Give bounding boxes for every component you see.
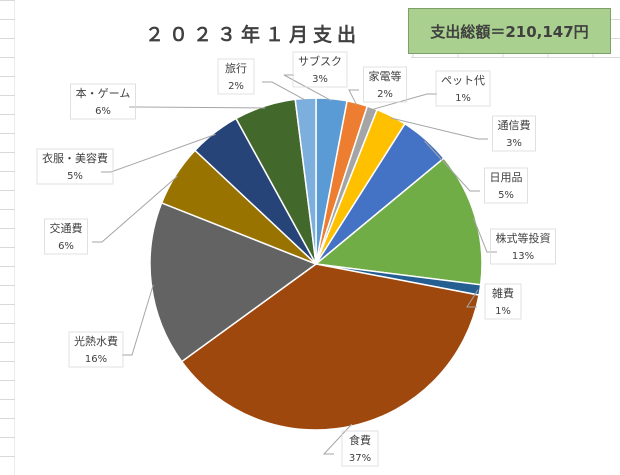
total-expense-box[interactable]: 支出総額＝210,147円 <box>408 8 611 54</box>
data-label-box <box>490 228 556 265</box>
data-label-category: 衣服・美容費 <box>42 151 108 165</box>
data-label-box <box>492 115 536 152</box>
leader-line-7 <box>322 423 353 455</box>
leader-line-1 <box>348 89 359 106</box>
data-label-9: 交通費 6% <box>44 218 88 255</box>
data-label-percent: 3% <box>312 74 328 85</box>
data-label-box <box>363 66 407 103</box>
data-label-1: 家電等 2% <box>363 66 407 103</box>
leader-lines <box>92 74 497 455</box>
data-label-percent: 1% <box>495 306 511 317</box>
data-label-12: 旅行 2% <box>217 58 255 95</box>
pie-slice-8[interactable] <box>149 201 318 363</box>
data-label-box <box>68 331 124 368</box>
leader-line-11 <box>129 106 266 109</box>
data-label-category: 通信費 <box>498 118 531 132</box>
data-label-7: 食費 37% <box>341 430 379 467</box>
chart-area-top <box>411 0 620 8</box>
data-label-5: 株式等投資 13% <box>490 228 556 265</box>
data-label-category: 家電等 <box>369 69 402 83</box>
data-label-category: 雑費 <box>492 286 514 300</box>
data-label-3: 通信費 3% <box>492 115 536 152</box>
pie-slice-5[interactable] <box>314 157 483 286</box>
data-label-box <box>36 148 114 185</box>
data-label-0: サブスク 3% <box>292 51 348 88</box>
data-label-4: 日用品 5% <box>484 167 528 204</box>
data-label-box <box>484 283 522 320</box>
data-label-8: 光熱水費 16% <box>68 331 124 368</box>
data-label-10: 衣服・美容費 5% <box>36 148 114 185</box>
data-label-box <box>292 51 348 88</box>
leader-line-3 <box>390 117 488 140</box>
data-label-category: ペット代 <box>441 74 485 87</box>
leader-line-5 <box>473 218 497 253</box>
data-label-percent: 2% <box>228 81 244 92</box>
data-label-6: 雑費 1% <box>484 283 522 320</box>
leader-line-4 <box>424 140 480 192</box>
data-label-box <box>70 83 136 120</box>
leader-line-6 <box>466 289 479 308</box>
leader-line-0 <box>283 74 332 102</box>
data-label-category: 光熱水費 <box>74 334 118 348</box>
data-label-category: 株式等投資 <box>496 231 551 245</box>
data-label-percent: 13% <box>512 251 534 262</box>
data-label-box <box>217 58 255 95</box>
data-label-category: 日用品 <box>490 171 523 184</box>
total-expense-label: 支出総額＝210,147円 <box>430 22 589 41</box>
data-label-percent: 2% <box>377 89 393 100</box>
data-label-percent: 3% <box>506 138 522 149</box>
chart-title: ２０２３年１月支出 <box>144 24 361 46</box>
data-label-percent: 16% <box>85 354 107 365</box>
leader-line-10 <box>101 133 216 173</box>
data-label-category: 旅行 <box>225 61 247 75</box>
data-labels: サブスク 3% 家電等 2% ペット代 1% 通信費 3% 日用品 5% 株式等投資 13% 雑費 1% 食… <box>36 51 556 467</box>
data-label-percent: 5% <box>67 171 83 182</box>
pie-slice-12[interactable] <box>294 97 317 265</box>
data-label-category: 食費 <box>349 433 371 447</box>
data-label-box <box>341 430 379 467</box>
leader-line-12 <box>262 81 306 101</box>
data-label-box <box>484 167 528 204</box>
pie-slice-7[interactable] <box>180 263 480 431</box>
data-label-percent: 1% <box>455 93 471 104</box>
leader-line-9 <box>92 175 178 243</box>
data-label-category: サブスク <box>298 54 342 68</box>
leader-line-8 <box>122 284 154 356</box>
data-label-percent: 5% <box>498 190 514 201</box>
data-label-box <box>44 218 88 255</box>
data-label-percent: 6% <box>95 106 111 117</box>
data-label-category: 本・ゲーム <box>76 86 131 100</box>
data-label-percent: 6% <box>58 241 74 252</box>
data-label-11: 本・ゲーム 6% <box>70 83 136 120</box>
data-label-2: ペット代 1% <box>435 70 491 107</box>
pie-slices[interactable] <box>149 97 483 431</box>
data-label-percent: 37% <box>349 453 371 464</box>
data-label-box <box>435 70 491 107</box>
leader-line-2 <box>371 93 437 111</box>
data-label-category: 交通費 <box>50 221 83 235</box>
